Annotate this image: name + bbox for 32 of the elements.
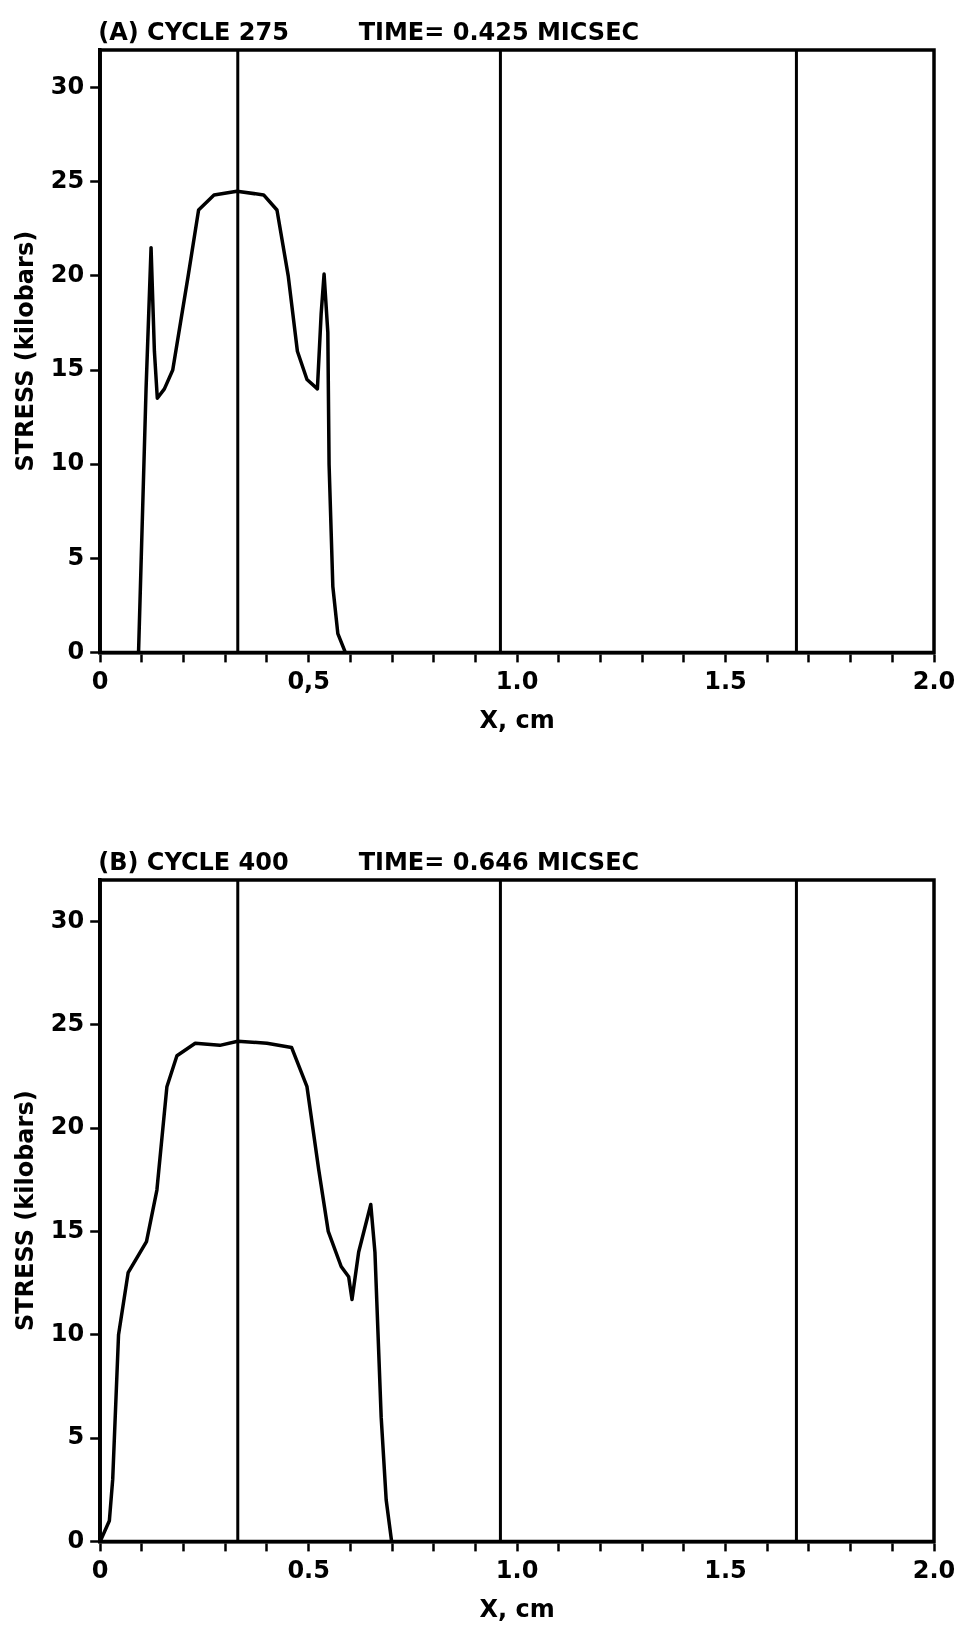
y-tick-label: 30 bbox=[50, 71, 85, 100]
y-tick-label: 5 bbox=[67, 542, 85, 571]
x-tick-label: 1.5 bbox=[704, 1556, 747, 1585]
y-tick-label: 0 bbox=[67, 1525, 85, 1554]
y-tick-label: 25 bbox=[50, 166, 85, 195]
y-axis-title: STRESS (kilobars) bbox=[10, 230, 39, 472]
x-tick-label: 1.0 bbox=[495, 1556, 539, 1585]
y-tick-label: 30 bbox=[50, 905, 85, 934]
x-tick-label: 0,5 bbox=[287, 667, 330, 696]
chart-title: (B) CYCLE 400 bbox=[98, 848, 289, 877]
x-axis-title: X, cm bbox=[479, 705, 555, 734]
y-tick-label: 0 bbox=[67, 636, 85, 665]
x-tick-label: 1.5 bbox=[704, 667, 747, 696]
x-tick-label: 0 bbox=[91, 1556, 109, 1585]
x-tick-label: 0 bbox=[91, 667, 109, 696]
y-tick-label: 25 bbox=[50, 1008, 85, 1037]
y-tick-label: 20 bbox=[50, 1112, 85, 1141]
chart-title: (A) CYCLE 275 bbox=[98, 18, 289, 47]
y-tick-label: 10 bbox=[50, 1318, 85, 1347]
y-tick-label: 20 bbox=[50, 260, 85, 289]
x-tick-label: 0.5 bbox=[287, 1556, 330, 1585]
x-tick-label: 1.0 bbox=[495, 667, 539, 696]
y-tick-label: 15 bbox=[50, 1215, 85, 1244]
x-axis-title: X, cm bbox=[479, 1594, 555, 1623]
x-tick-label: 2.0 bbox=[912, 667, 956, 696]
y-axis-title: STRESS (kilobars) bbox=[10, 1090, 39, 1332]
chart-subtitle: TIME= 0.425 MICSEC bbox=[358, 18, 640, 47]
y-tick-label: 10 bbox=[50, 448, 85, 477]
x-tick-label: 2.0 bbox=[912, 1556, 956, 1585]
y-tick-label: 15 bbox=[50, 354, 85, 383]
y-tick-label: 5 bbox=[67, 1422, 85, 1451]
chart-subtitle: TIME= 0.646 MICSEC bbox=[358, 848, 640, 877]
